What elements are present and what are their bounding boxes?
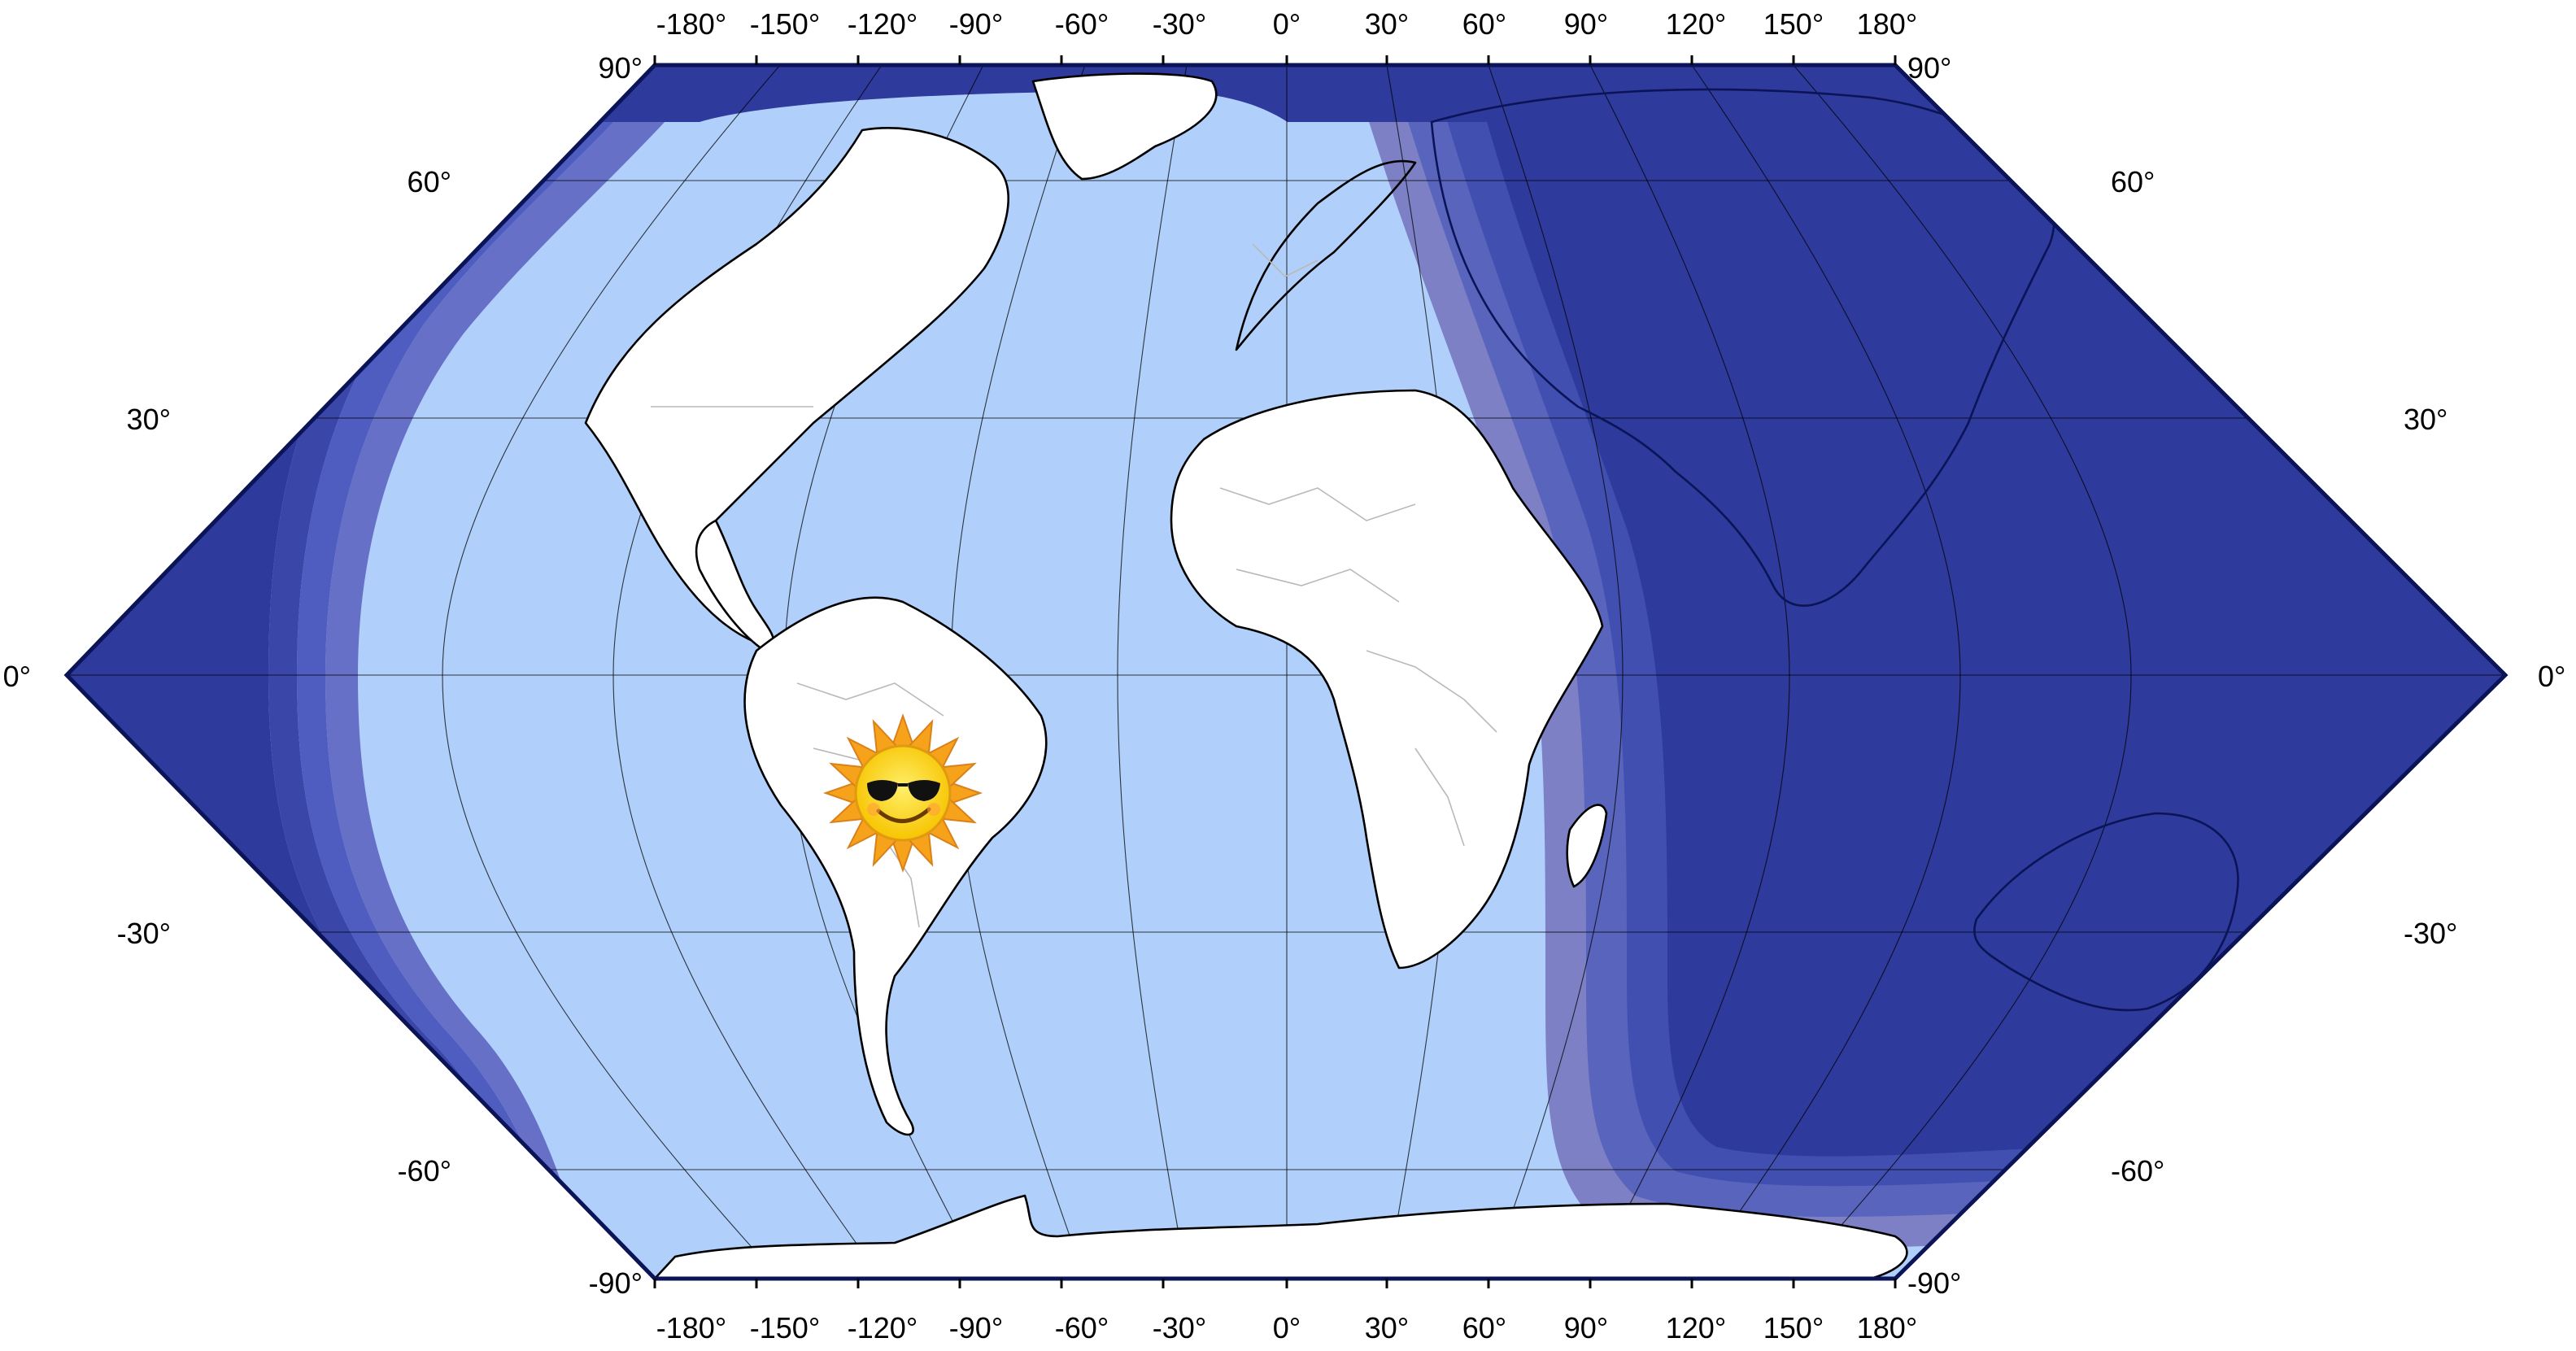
left-label-60: 60°	[408, 165, 451, 198]
bottom-label-6: 0°	[1273, 1311, 1301, 1344]
australia	[1973, 812, 2239, 1012]
right-label-90: 90°	[1907, 51, 1951, 85]
right-label-60: 60°	[2111, 165, 2155, 198]
bottom-label-12: 180°	[1857, 1311, 1917, 1344]
night-west-band-1	[325, 65, 748, 1279]
top-label-6: 0°	[1273, 7, 1301, 41]
bottom-label-9: 90°	[1564, 1311, 1608, 1344]
left-label-m90: -90°	[589, 1266, 643, 1300]
bottom-label-10: 120°	[1666, 1311, 1726, 1344]
bottom-label-8: 60°	[1462, 1311, 1506, 1344]
right-label-m90: -90°	[1907, 1266, 1961, 1300]
top-label-10: 120°	[1666, 7, 1726, 41]
frame-ticks	[653, 55, 1897, 1288]
top-label-7: 30°	[1365, 7, 1409, 41]
right-label-30: 30°	[2404, 403, 2447, 436]
bottom-label-11: 150°	[1763, 1311, 1824, 1344]
bottom-label-7: 30°	[1365, 1311, 1409, 1344]
asia	[1430, 88, 2055, 607]
country-borders	[651, 243, 1497, 928]
left-label-0: 0°	[3, 660, 31, 693]
top-label-3: -90°	[949, 7, 1003, 41]
bottom-label-4: -60°	[1055, 1311, 1109, 1344]
europe	[1235, 159, 1417, 351]
right-latitude-labels: 90° 60° 30° 0° -30° -60° -90°	[1907, 51, 2565, 1300]
left-latitude-labels: 90° 60° 30° 0° -30° -60° -90°	[3, 51, 643, 1300]
top-label-8: 60°	[1462, 7, 1506, 41]
left-label-30: 30°	[127, 403, 171, 436]
continents	[584, 72, 2239, 1279]
left-label-m60: -60°	[398, 1154, 451, 1188]
right-label-m60: -60°	[2111, 1154, 2164, 1188]
greenland	[1031, 72, 1218, 181]
graticule	[67, 65, 2505, 1279]
bottom-label-0: -180°	[656, 1311, 726, 1344]
bottom-label-3: -90°	[949, 1311, 1003, 1344]
top-label-0: -180°	[656, 7, 726, 41]
top-label-12: 180°	[1857, 7, 1917, 41]
night-west-band-2	[297, 65, 700, 1279]
north-america	[584, 127, 1009, 644]
top-label-5: -30°	[1153, 7, 1206, 41]
top-label-1: -150°	[750, 7, 820, 41]
top-longitude-labels: -180° -150° -120° -90° -60° -30° 0° 30° …	[656, 7, 1917, 41]
bottom-longitude-labels: -180° -150° -120° -90° -60° -30° 0° 30° …	[656, 1311, 1917, 1344]
bottom-label-1: -150°	[750, 1311, 820, 1344]
bottom-label-5: -30°	[1153, 1311, 1206, 1344]
top-label-2: -120°	[848, 7, 918, 41]
left-label-90: 90°	[599, 51, 643, 85]
africa	[1170, 389, 1604, 970]
right-label-0: 0°	[2538, 660, 2565, 693]
top-label-11: 150°	[1763, 7, 1824, 41]
bottom-label-2: -120°	[848, 1311, 918, 1344]
top-label-4: -60°	[1055, 7, 1109, 41]
sun-with-sunglasses-icon	[822, 713, 983, 874]
antarctica	[653, 1194, 1908, 1279]
left-label-m30: -30°	[117, 917, 171, 950]
madagascar	[1566, 804, 1608, 888]
south-america	[743, 596, 1048, 1136]
right-label-m30: -30°	[2404, 917, 2457, 950]
top-label-9: 90°	[1564, 7, 1608, 41]
